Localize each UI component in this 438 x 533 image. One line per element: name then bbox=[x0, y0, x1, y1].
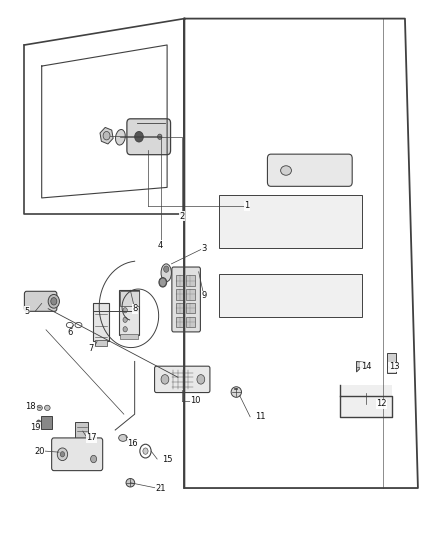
Circle shape bbox=[57, 448, 67, 461]
Text: 10: 10 bbox=[190, 397, 201, 406]
Circle shape bbox=[123, 308, 127, 313]
Circle shape bbox=[91, 455, 97, 463]
Circle shape bbox=[158, 134, 162, 140]
Text: 14: 14 bbox=[361, 362, 371, 371]
Circle shape bbox=[164, 266, 169, 272]
Bar bbox=[176, 317, 184, 327]
Polygon shape bbox=[357, 361, 366, 372]
Bar bbox=[95, 341, 107, 345]
Circle shape bbox=[51, 297, 57, 305]
Ellipse shape bbox=[231, 387, 241, 397]
FancyBboxPatch shape bbox=[268, 154, 352, 187]
Bar bbox=[120, 334, 138, 340]
Circle shape bbox=[134, 132, 143, 142]
Ellipse shape bbox=[116, 130, 125, 145]
Bar bbox=[41, 416, 52, 429]
Text: 15: 15 bbox=[162, 455, 173, 464]
Circle shape bbox=[60, 451, 65, 457]
Bar bbox=[119, 290, 139, 335]
Bar bbox=[387, 353, 396, 373]
Text: 5: 5 bbox=[24, 307, 29, 316]
Text: 18: 18 bbox=[25, 402, 36, 411]
Text: 17: 17 bbox=[86, 433, 97, 442]
Text: 1: 1 bbox=[244, 201, 250, 211]
Bar bbox=[186, 317, 195, 327]
Text: 12: 12 bbox=[376, 399, 386, 408]
Text: 20: 20 bbox=[34, 447, 45, 456]
Bar bbox=[120, 292, 138, 306]
Bar bbox=[186, 303, 195, 313]
Ellipse shape bbox=[126, 479, 134, 487]
Text: 6: 6 bbox=[67, 328, 73, 337]
Text: 21: 21 bbox=[155, 483, 166, 492]
FancyBboxPatch shape bbox=[25, 292, 57, 311]
Ellipse shape bbox=[36, 420, 41, 425]
Ellipse shape bbox=[37, 405, 42, 410]
Text: 11: 11 bbox=[255, 413, 265, 421]
Ellipse shape bbox=[45, 405, 50, 410]
Circle shape bbox=[143, 448, 148, 454]
Bar bbox=[176, 303, 184, 313]
Circle shape bbox=[123, 317, 127, 322]
FancyBboxPatch shape bbox=[172, 267, 201, 332]
Text: 16: 16 bbox=[127, 439, 138, 448]
Bar bbox=[219, 274, 362, 317]
Circle shape bbox=[161, 375, 169, 384]
Text: 7: 7 bbox=[89, 344, 94, 353]
FancyBboxPatch shape bbox=[127, 119, 170, 155]
Circle shape bbox=[103, 132, 110, 140]
Text: 4: 4 bbox=[158, 241, 163, 250]
Text: 13: 13 bbox=[389, 362, 399, 371]
Bar bbox=[93, 303, 109, 342]
Text: 2: 2 bbox=[180, 212, 185, 221]
Bar bbox=[340, 385, 392, 417]
Bar bbox=[176, 289, 184, 300]
Text: 19: 19 bbox=[30, 423, 40, 432]
Text: 8: 8 bbox=[132, 304, 138, 313]
Ellipse shape bbox=[159, 278, 167, 287]
Circle shape bbox=[197, 375, 205, 384]
Ellipse shape bbox=[281, 166, 291, 175]
Text: 3: 3 bbox=[201, 244, 207, 253]
Bar bbox=[219, 195, 362, 248]
Bar bbox=[186, 276, 195, 286]
Text: 9: 9 bbox=[201, 291, 206, 300]
FancyBboxPatch shape bbox=[52, 438, 102, 471]
Circle shape bbox=[159, 278, 166, 287]
Bar bbox=[176, 276, 184, 286]
Circle shape bbox=[48, 294, 60, 308]
Ellipse shape bbox=[161, 264, 171, 282]
Bar bbox=[75, 422, 88, 438]
Bar bbox=[186, 289, 195, 300]
Ellipse shape bbox=[119, 434, 127, 441]
Circle shape bbox=[123, 327, 127, 332]
FancyBboxPatch shape bbox=[155, 366, 210, 393]
